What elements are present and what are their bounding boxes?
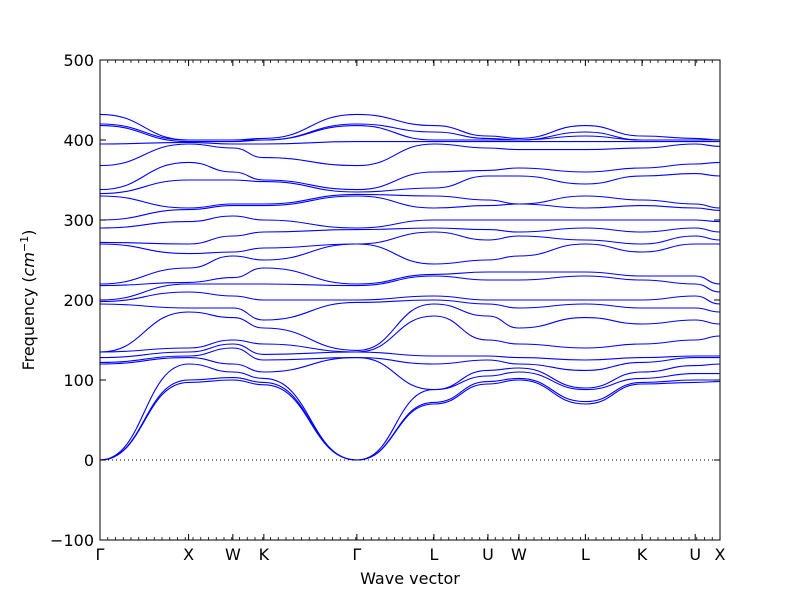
x-tick-label: U — [689, 545, 701, 564]
band-line-3 — [99, 363, 720, 461]
x-tick-label: X — [183, 545, 194, 564]
band-line-5 — [99, 347, 720, 371]
y-tick-label: 500 — [63, 51, 94, 70]
band-line-1 — [99, 379, 721, 461]
x-axis-label: Wave vector — [360, 569, 460, 588]
band-lines — [99, 113, 721, 461]
band-line-16 — [99, 215, 721, 229]
band-line-20 — [99, 161, 721, 191]
band-line-21 — [99, 143, 721, 167]
band-line-12 — [99, 267, 721, 287]
x-tick-label: L — [581, 545, 590, 564]
y-tick-label: −100 — [50, 531, 94, 550]
x-tick-label: W — [225, 545, 241, 564]
y-axis-label-suffix: ) — [19, 230, 38, 236]
band-line-19 — [99, 173, 721, 195]
band-line-2 — [99, 377, 720, 461]
x-tick-label: K — [637, 545, 648, 564]
x-tick-label: U — [482, 545, 494, 564]
band-line-18 — [99, 193, 721, 209]
band-line-9 — [99, 299, 721, 321]
band-line-10 — [99, 291, 721, 305]
x-tick-label: Γ — [352, 545, 361, 564]
x-tick-label: L — [429, 545, 438, 564]
y-axis-label: Frequency (cm−1) — [18, 230, 39, 371]
band-line-8 — [99, 303, 721, 353]
band-line-14 — [99, 231, 721, 255]
band-line-4 — [99, 357, 721, 391]
x-tick-label: K — [259, 545, 270, 564]
band-line-15 — [99, 227, 721, 245]
x-tick-label: X — [715, 545, 726, 564]
y-tick-label: 100 — [63, 371, 94, 390]
band-line-6 — [99, 343, 720, 361]
band-line-11 — [99, 275, 721, 301]
band-line-7 — [99, 315, 721, 353]
y-tick-label: 300 — [63, 211, 94, 230]
band-line-13 — [99, 243, 720, 285]
y-axis-label-exponent: −1 — [18, 236, 31, 252]
band-line-25 — [99, 113, 721, 141]
band-line-22 — [99, 141, 720, 145]
x-tick-label: Γ — [96, 545, 105, 564]
y-axis-label-unit: cm — [19, 252, 38, 276]
y-axis-ticks: −100 0 100 200 300 400 500 — [50, 51, 720, 550]
y-tick-label: 200 — [63, 291, 94, 310]
y-tick-label: 0 — [84, 451, 94, 470]
band-line-17 — [99, 195, 721, 221]
y-axis-label-prefix: Frequency ( — [19, 276, 38, 370]
y-tick-label: 400 — [63, 131, 94, 150]
x-tick-label: W — [511, 545, 527, 564]
